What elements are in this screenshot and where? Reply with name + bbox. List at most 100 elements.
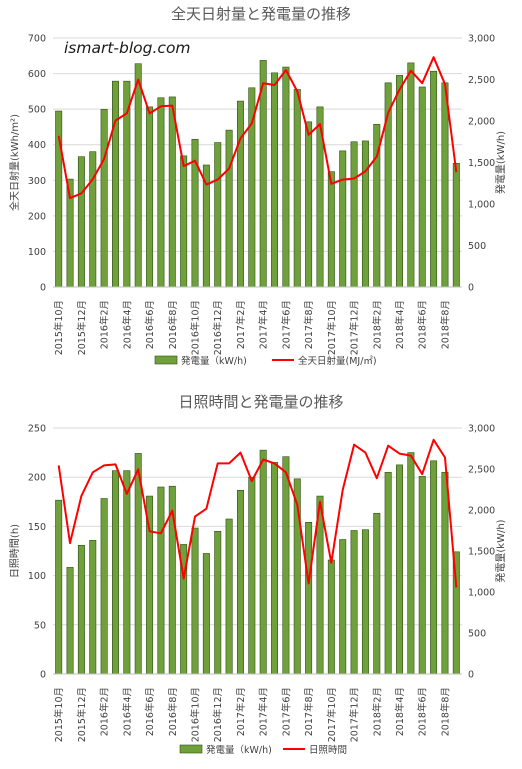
y-tick-label: 200 bbox=[28, 211, 46, 222]
x-tick-label: 2017年6月 bbox=[280, 687, 292, 736]
y2-axis-title: 発電量(kW/h) bbox=[494, 131, 507, 194]
bar bbox=[123, 470, 131, 675]
bar bbox=[339, 539, 347, 675]
y2-tick-label: 2,500 bbox=[468, 75, 495, 86]
legend-label: 日照時間 bbox=[309, 745, 347, 756]
y-tick-label: 0 bbox=[40, 283, 46, 294]
bar bbox=[271, 72, 279, 288]
y2-axis-title: 発電量(kW/h) bbox=[494, 519, 507, 582]
bar bbox=[418, 476, 426, 675]
y-tick-label: 100 bbox=[28, 247, 46, 258]
bar bbox=[430, 460, 438, 675]
y-tick-label: 0 bbox=[40, 670, 46, 681]
y-tick-label: 700 bbox=[28, 34, 46, 45]
y-tick-label: 600 bbox=[28, 69, 46, 80]
y2-tick-label: 500 bbox=[468, 241, 486, 252]
x-tick-label: 2018年6月 bbox=[417, 300, 429, 349]
x-tick-label: 2018年2月 bbox=[371, 687, 383, 736]
x-tick-label: 2016年6月 bbox=[144, 687, 156, 736]
bar bbox=[293, 89, 301, 288]
chart-top: 全天日射量と発電量の推移 0 100 200 300 400 500 600 700 0 500 1,… bbox=[8, 5, 507, 367]
y2-tick-label: 2,000 bbox=[468, 506, 495, 517]
x-tick-label: 2018年2月 bbox=[371, 300, 383, 349]
x-tick-label: 2015年12月 bbox=[76, 300, 88, 355]
bar bbox=[180, 155, 188, 288]
x-tick-label: 2016年4月 bbox=[121, 300, 133, 349]
bar bbox=[202, 553, 210, 675]
legend-label: 発電量（kW/h) bbox=[206, 744, 272, 756]
x-tick-label: 2016年8月 bbox=[167, 687, 179, 736]
y-tick-label: 100 bbox=[28, 571, 46, 582]
bar bbox=[305, 521, 313, 675]
x-tick-label: 2017年12月 bbox=[349, 687, 361, 742]
bar bbox=[236, 100, 244, 288]
x-tick-label: 2017年2月 bbox=[235, 300, 247, 349]
legend-swatch-bar bbox=[154, 355, 178, 365]
series-line bbox=[57, 56, 458, 200]
bar bbox=[55, 499, 63, 675]
bar bbox=[407, 452, 415, 675]
x-tick-label: 2017年6月 bbox=[280, 300, 292, 349]
bar bbox=[89, 540, 97, 675]
y-tick-label: 200 bbox=[28, 473, 46, 484]
bar bbox=[157, 97, 165, 288]
bar bbox=[418, 86, 426, 288]
y-axis-title: 全天日射量(kWh/m²) bbox=[8, 114, 21, 211]
legend-label: 全天日射量(MJ/㎡) bbox=[298, 355, 377, 367]
bar bbox=[361, 529, 369, 675]
y2-tick-label: 1,000 bbox=[468, 200, 495, 211]
bar bbox=[168, 96, 176, 288]
bar bbox=[305, 121, 313, 288]
bar bbox=[100, 109, 108, 288]
x-tick-label: 2015年12月 bbox=[76, 687, 88, 742]
bar bbox=[361, 140, 369, 288]
y-tick-label: 150 bbox=[28, 522, 46, 533]
chart-bottom: 日照時間と発電量の推移 0 50 100 150 200 250 0 500 1,000 1,500… bbox=[9, 393, 507, 756]
x-tick-label: 2017年8月 bbox=[303, 300, 315, 349]
y-tick-label: 250 bbox=[28, 424, 46, 435]
bar bbox=[66, 567, 74, 675]
y2-tick-label: 0 bbox=[468, 670, 474, 681]
x-tick-label: 2017年4月 bbox=[258, 687, 270, 736]
y2-tick-label: 0 bbox=[468, 283, 474, 294]
bar bbox=[384, 471, 392, 675]
bar bbox=[373, 512, 381, 675]
watermark-text: ismart-blog.com bbox=[64, 39, 191, 57]
bar bbox=[157, 486, 165, 675]
x-tick-label: 2017年10月 bbox=[326, 687, 338, 742]
bar bbox=[112, 470, 119, 675]
bar bbox=[100, 498, 108, 675]
x-tick-label: 2016年12月 bbox=[212, 687, 224, 742]
x-tick-label: 2017年4月 bbox=[258, 300, 270, 349]
x-tick-label: 2016年12月 bbox=[212, 300, 224, 355]
bar bbox=[214, 142, 222, 288]
x-tick-label: 2016年6月 bbox=[144, 300, 156, 349]
chart-title: 日照時間と発電量の推移 bbox=[178, 393, 343, 411]
y2-tick-label: 1,000 bbox=[468, 588, 495, 599]
y-tick-label: 500 bbox=[28, 105, 46, 116]
y2-tick-label: 3,000 bbox=[468, 424, 495, 435]
x-tick-label: 2018年4月 bbox=[394, 300, 406, 349]
x-tick-label: 2017年10月 bbox=[326, 300, 338, 355]
bar bbox=[225, 518, 233, 675]
bar bbox=[225, 129, 233, 288]
legend-swatch-bar bbox=[179, 744, 203, 754]
chart-title: 全天日射量と発電量の推移 bbox=[171, 5, 351, 23]
x-tick-label: 2016年8月 bbox=[167, 300, 179, 349]
y-tick-label: 50 bbox=[34, 620, 46, 631]
bar bbox=[350, 530, 358, 675]
legend-label: 発電量（kW/h) bbox=[181, 355, 247, 367]
bar bbox=[259, 449, 267, 675]
bar bbox=[396, 464, 403, 675]
bar bbox=[89, 151, 97, 288]
bar bbox=[441, 82, 449, 288]
bar bbox=[271, 462, 279, 675]
y2-tick-label: 3,000 bbox=[468, 34, 495, 45]
bar bbox=[441, 471, 449, 675]
bar bbox=[282, 66, 290, 288]
x-tick-label: 2018年6月 bbox=[417, 687, 429, 736]
bar bbox=[77, 544, 85, 675]
bar bbox=[146, 106, 154, 288]
bar bbox=[236, 490, 244, 675]
bar bbox=[327, 559, 335, 675]
